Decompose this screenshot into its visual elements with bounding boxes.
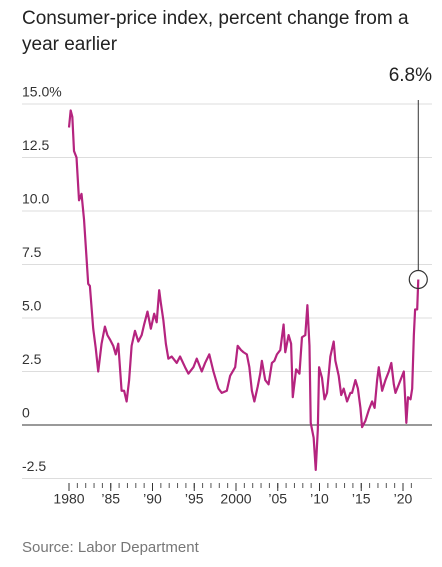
x-tick-label: ’20 bbox=[394, 491, 413, 507]
y-tick-label: 5.0 bbox=[22, 298, 42, 314]
annotation-circle bbox=[408, 269, 428, 290]
y-tick-label: 2.5 bbox=[22, 351, 42, 367]
chart-title: Consumer-price index, percent change fro… bbox=[22, 8, 409, 55]
y-tick-label: 12.5 bbox=[22, 137, 49, 153]
y-tick-label: 15.0% bbox=[22, 84, 62, 100]
x-tick-label: ’90 bbox=[143, 491, 162, 507]
annotation-label: 6.8% bbox=[389, 65, 432, 86]
x-tick-label: ’10 bbox=[310, 491, 329, 507]
x-tick-label: ’05 bbox=[268, 491, 287, 507]
y-tick-label: 7.5 bbox=[22, 244, 42, 260]
source: Source: Labor Department bbox=[22, 539, 200, 556]
y-tick-label: 0 bbox=[22, 405, 30, 421]
x-tick-label: 2000 bbox=[220, 491, 251, 507]
y-tick-label: 10.0 bbox=[22, 191, 49, 207]
y-tick-label: -2.5 bbox=[22, 458, 46, 474]
line bbox=[67, 109, 420, 472]
title-box: Consumer-price index, percent change fro… bbox=[22, 8, 409, 55]
x-tick-label: 1980 bbox=[53, 491, 84, 507]
x-tick-label: ’85 bbox=[101, 491, 120, 507]
x-tick-label: ’15 bbox=[352, 491, 371, 507]
x-tick-label: ’95 bbox=[185, 491, 204, 507]
